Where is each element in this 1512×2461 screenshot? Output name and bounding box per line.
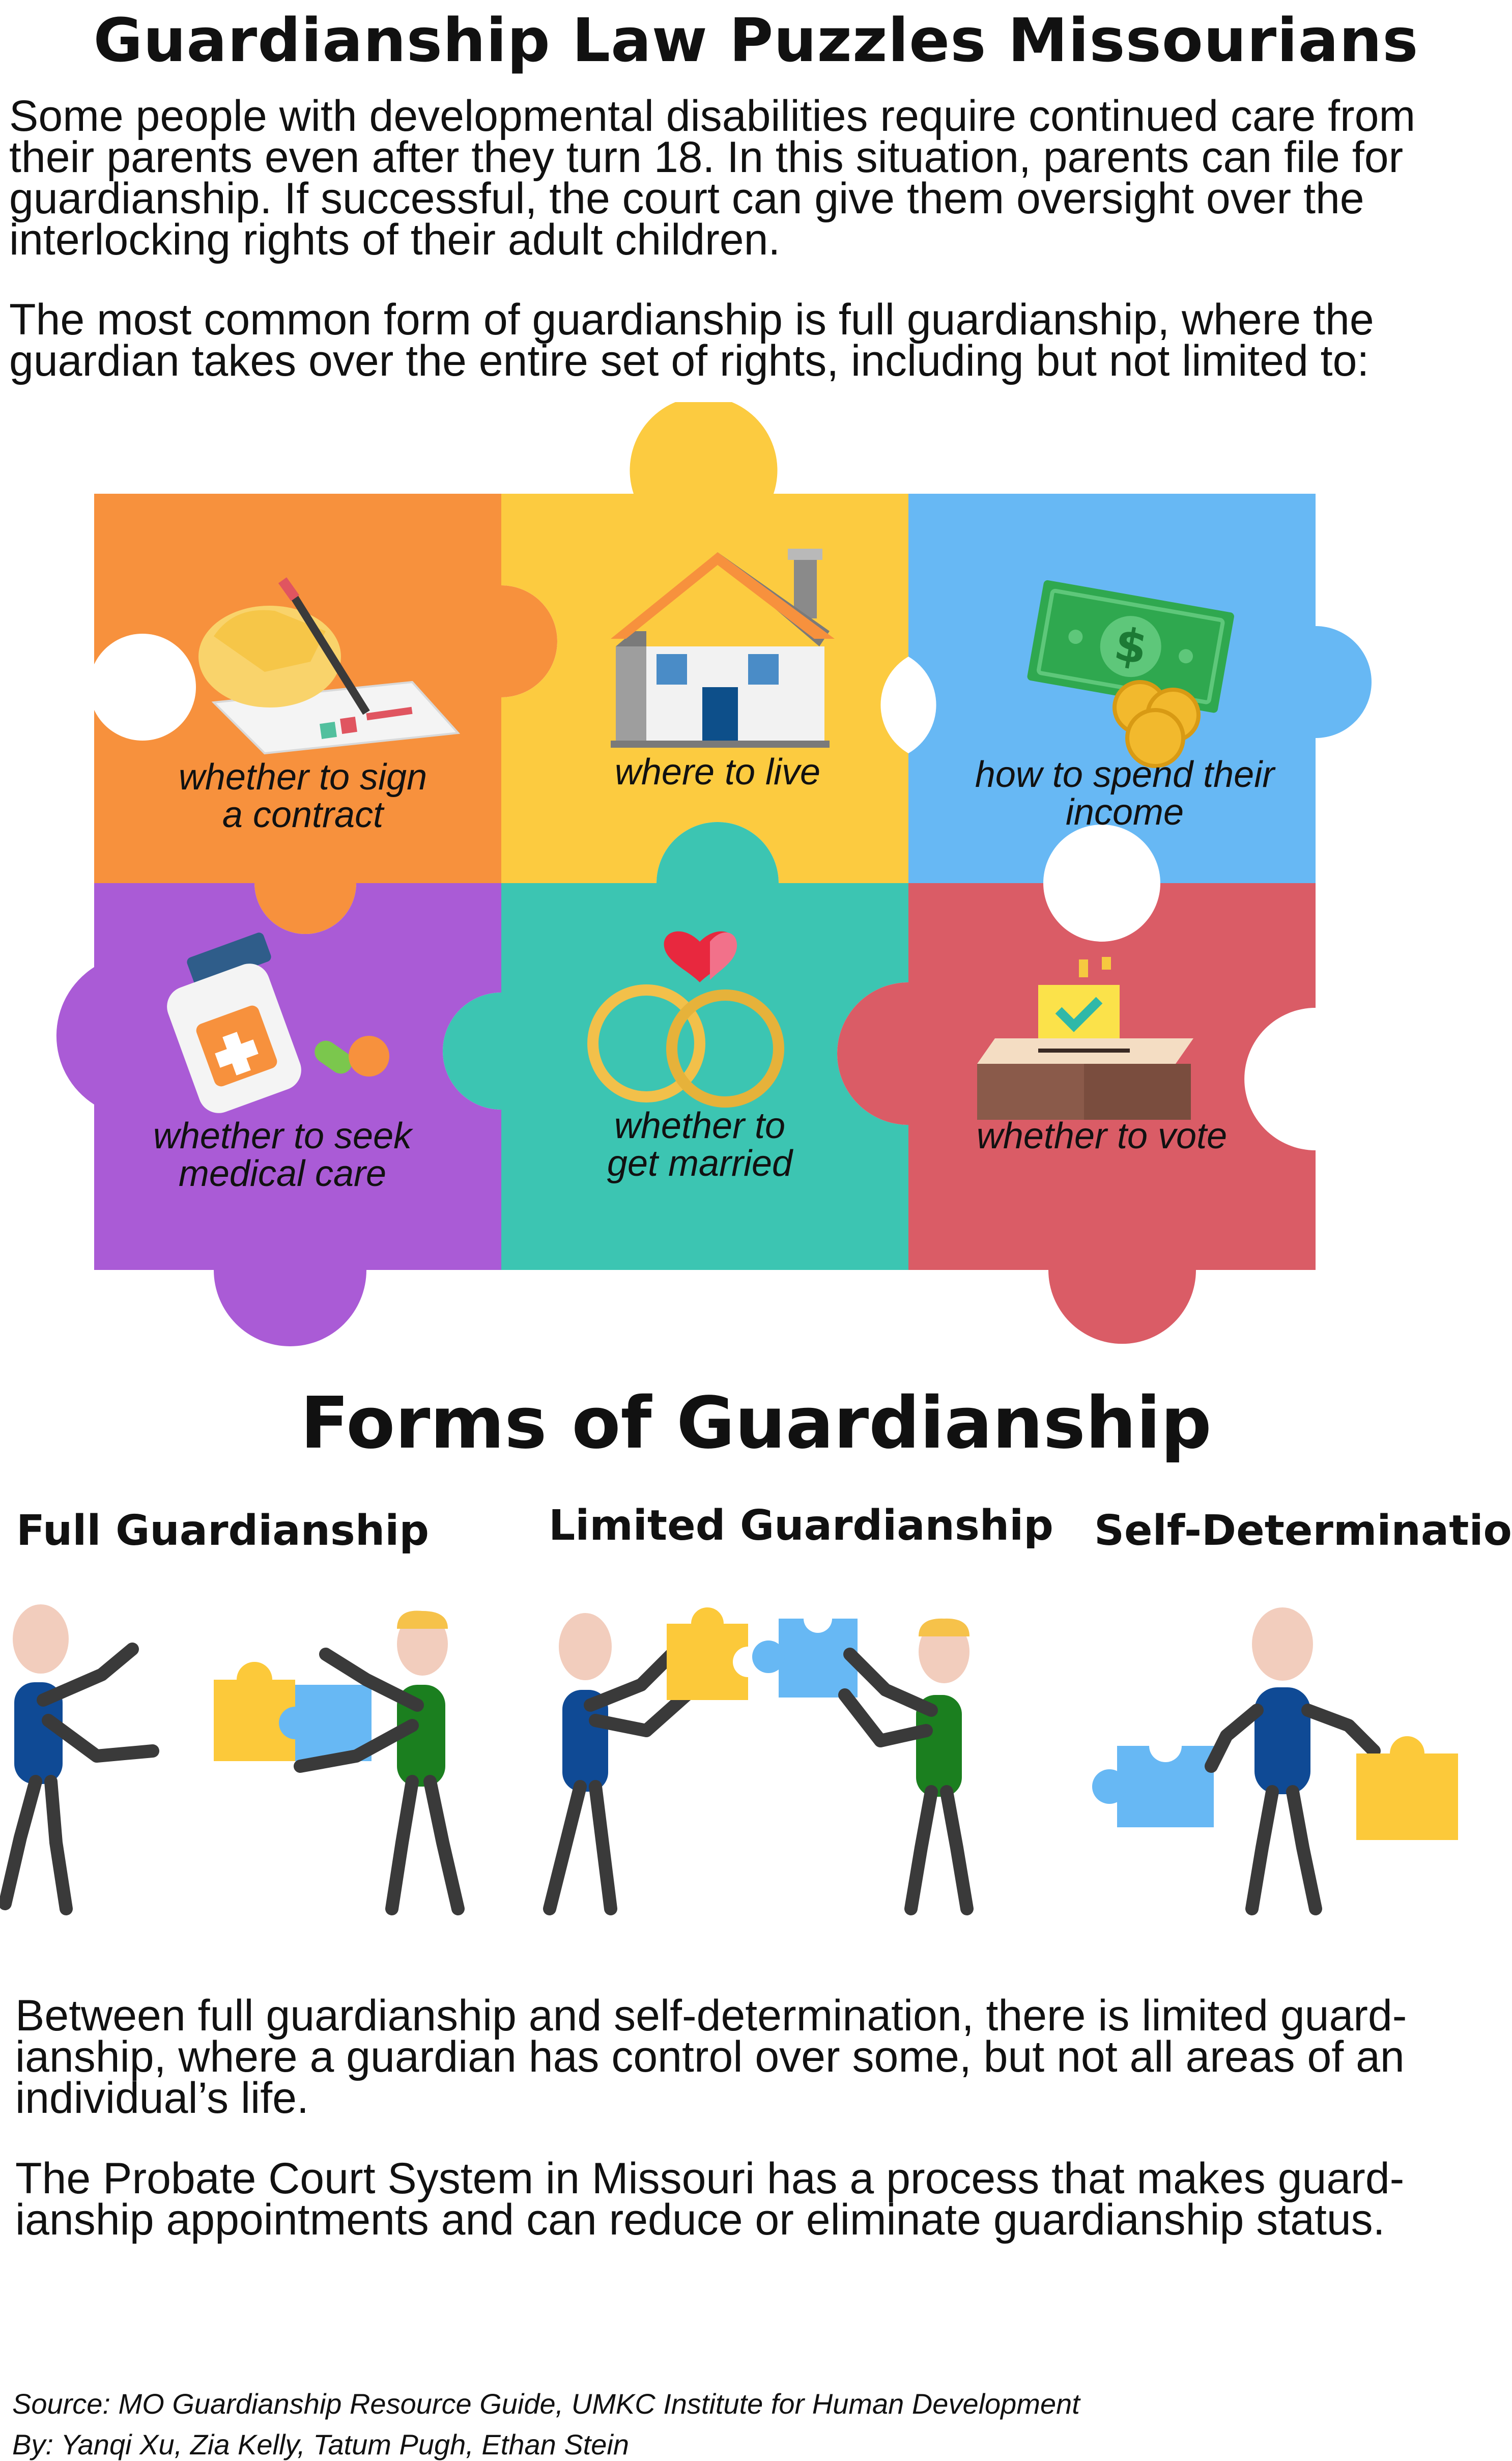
full-guardianship-heading: Full Guardianship — [16, 1507, 430, 1555]
source-credit: Source: MO Guardianship Resource Guide, … — [12, 2388, 1080, 2420]
right-label-income: how to spend their income — [975, 754, 1275, 833]
intro-paragraph-2: The most common form of guardianship is … — [9, 295, 1374, 385]
puzzle-piece-icon — [1092, 1730, 1214, 1827]
bottom-paragraph-2: The Probate Court System in Missouri has… — [15, 2154, 1405, 2244]
self-determination-heading: Self-Determination — [1094, 1507, 1512, 1555]
bottom-paragraph-1: Between full guardianship and self-deter… — [15, 1991, 1407, 2123]
guardianship-figures — [0, 1593, 1512, 1939]
intro-paragraph-1: Some people with developmental disabilit… — [9, 92, 1416, 264]
right-label-contract: whether to sign a contract — [178, 757, 427, 835]
puzzle-piece-icon — [667, 1607, 763, 1700]
forms-heading: Forms of Guardianship — [300, 1382, 1212, 1465]
puzzle-piece-icon — [279, 1685, 372, 1761]
right-label-vote: whether to vote — [976, 1116, 1228, 1156]
person-icon — [294, 1610, 465, 1915]
puzzle-piece-house — [501, 396, 908, 883]
signing-contract-icon — [198, 577, 461, 755]
puzzle-pieces: $ — [56, 396, 1372, 1346]
right-label-married: whether to get married — [607, 1106, 793, 1184]
person-icon — [1205, 1607, 1381, 1915]
figures-illustration — [0, 1604, 1458, 1915]
limited-guardianship-heading: Limited Guardianship — [549, 1502, 1053, 1550]
page-title: Guardianship Law Puzzles Missourians — [93, 5, 1419, 75]
puzzle-piece-icon — [214, 1662, 295, 1761]
puzzle-piece-icon — [1356, 1736, 1458, 1840]
right-label-live: where to live — [614, 752, 821, 793]
puzzle-piece-icon — [752, 1604, 858, 1698]
right-label-medical: whether to seek medical care — [153, 1116, 412, 1194]
house-icon — [611, 549, 835, 748]
ballot-box-icon — [977, 957, 1193, 1120]
rights-puzzle: $ — [0, 396, 1512, 1369]
author-credit: By: Yanqi Xu, Zia Kelly, Tatum Pugh, Eth… — [12, 2428, 629, 2460]
puzzle-piece-medical — [56, 883, 502, 1346]
medicine-bottle-icon — [167, 932, 389, 1113]
money-icon: $ — [1027, 580, 1234, 768]
person-icon — [0, 1604, 159, 1915]
person-icon — [838, 1618, 974, 1915]
wedding-rings-icon — [587, 931, 784, 1108]
